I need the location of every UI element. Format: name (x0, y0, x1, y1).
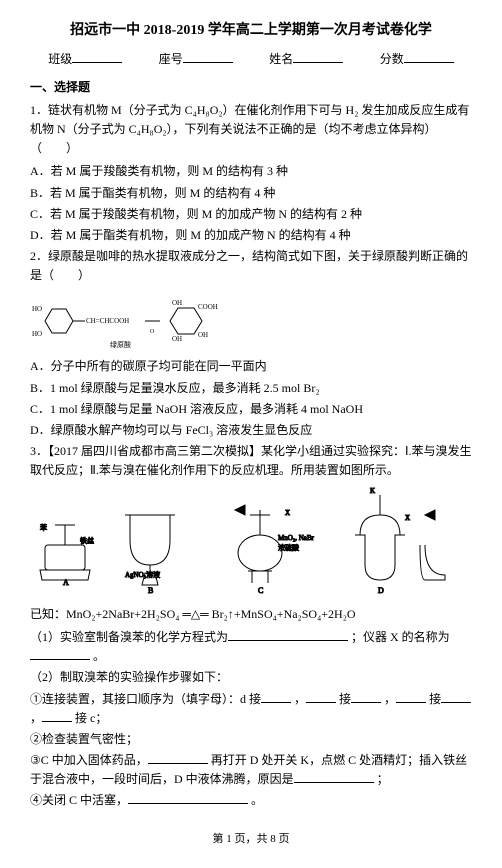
step4-blank (128, 791, 248, 804)
formula: 已知：MnO₂+2NaBr+2H₂SO₄ ═△═ Br₂↑+MnSO₄+Na₂S… (30, 605, 472, 624)
svg-text:X: X (285, 509, 290, 517)
step1-blank2 (306, 690, 336, 703)
score-blank (404, 50, 454, 63)
step3c: ； (377, 772, 389, 786)
q2-option-c: C．1 mol 绿原酸与足量 NaOH 溶液反应，最多消耗 4 mol NaOH (30, 400, 472, 419)
step1g: 接 c； (75, 711, 107, 725)
name-blank (293, 50, 343, 63)
step3: ③C 中加入固体药品， 再打开 D 处开关 K，点燃 C 处酒精灯；插入铁丝于混… (30, 751, 472, 789)
svg-text:OH: OH (172, 335, 182, 343)
q2-stem: 2．绿原酸是咖啡的热水提取液成分之一，结构简式如下图，关于绿原酸判断正确的是（ … (30, 247, 472, 285)
svg-text:OH: OH (172, 299, 182, 307)
q1-option-b: B．若 M 属于酯类有机物，则 M 的结构有 4 种 (30, 184, 472, 203)
svg-text:B: B (148, 586, 153, 595)
svg-text:HO: HO (32, 330, 42, 338)
step4: ④关闭 C 中活塞， 。 (30, 791, 472, 810)
svg-text:MnO₂, NaBr: MnO₂, NaBr (278, 534, 315, 542)
sub1b-text: ；仪器 X 的名称为 (351, 630, 450, 644)
seat-label: 座号 (159, 50, 183, 69)
sub1-text: （1）实验室制备溴苯的化学方程式为 (30, 630, 228, 644)
q2-option-d: D．绿原酸水解产物均可以与 FeCl₃ 溶液发生显色反应 (30, 421, 472, 440)
step3-blank2 (294, 770, 374, 783)
q1-option-a: A．若 M 属于羧酸类有机物，则 M 的结构有 3 种 (30, 162, 472, 181)
svg-text:K: K (370, 487, 375, 495)
svg-text:O: O (150, 329, 155, 335)
step1: ①连接装置，其接口顺序为（填字母）：d 接 ， 接 ， 接 ， 接 c； (30, 690, 472, 728)
q1-stem: 1．链状有机物 M（分子式为 C₄H₈O₂）在催化剂作用下可与 H₂ 发生加成反… (30, 101, 472, 159)
apparatus-svg: 铁丝 苯 A AgNO₃溶液 B MnO₂, NaBr 浓硫酸 C X K X … (30, 485, 470, 595)
svg-text:X: X (405, 514, 410, 522)
score-label: 分数 (380, 50, 404, 69)
q1-option-d: D．若 M 属于酯类有机物，则 M 的加成产物 N 的结构有 4 种 (30, 226, 472, 245)
step1-blank6 (42, 709, 72, 722)
svg-text:苯: 苯 (40, 523, 47, 532)
svg-text:D: D (378, 586, 384, 595)
page-title: 招远市一中 2018-2019 学年高二上学期第一次月考试卷化学 (30, 20, 472, 42)
q3-stem: 3．【2017 届四川省成都市高三第二次模拟】某化学小组通过实验探究：Ⅰ.苯与溴… (30, 442, 472, 480)
step1-blank1 (261, 690, 291, 703)
step1-blank4 (396, 690, 426, 703)
step1-blank5 (441, 690, 471, 703)
svg-text:C: C (258, 586, 263, 595)
step3a: ③C 中加入固体药品， (30, 753, 148, 767)
step1f: ， (30, 711, 42, 725)
molecule-figure: HO HO CH=CHCOOH O OH COOH OH OH 绿原酸 (30, 291, 472, 351)
sub1c-text: 。 (93, 649, 105, 663)
q1-option-c: C．若 M 属于羧酸类有机物，则 M 的加成产物 N 的结构有 2 种 (30, 205, 472, 224)
svg-text:铁丝: 铁丝 (80, 536, 94, 545)
step4b: 。 (251, 793, 263, 807)
sub1: （1）实验室制备溴苯的化学方程式为 ；仪器 X 的名称为 。 (30, 628, 472, 666)
molecule-svg: HO HO CH=CHCOOH O OH COOH OH OH 绿原酸 (30, 291, 290, 351)
name-label: 姓名 (269, 50, 293, 69)
svg-text:A: A (63, 578, 69, 587)
info-row: 班级 座号 姓名 分数 (30, 50, 472, 69)
svg-text:OH: OH (198, 331, 208, 339)
sub2: （2）制取溴苯的实验操作步骤如下： (30, 668, 472, 687)
page-footer: 第 1 页，共 8 页 (30, 831, 472, 849)
sub1-blank1 (228, 628, 348, 641)
step2: ②检查装置气密性； (30, 730, 472, 749)
step4a: ④关闭 C 中活塞， (30, 793, 128, 807)
step3-blank1 (148, 751, 208, 764)
svg-text:浓硫酸: 浓硫酸 (278, 543, 299, 552)
svg-text:COOH: COOH (198, 303, 218, 311)
svg-text:绿原酸: 绿原酸 (110, 340, 131, 349)
class-blank (72, 50, 122, 63)
step1-blank3 (351, 690, 381, 703)
section-1-title: 一、选择题 (30, 78, 472, 97)
svg-text:AgNO₃溶液: AgNO₃溶液 (125, 570, 160, 579)
q2-option-a: A．分子中所有的碳原子均可能在同一平面内 (30, 357, 472, 376)
q2-option-b: B．1 mol 绿原酸与足量溴水反应，最多消耗 2.5 mol Br₂ (30, 379, 472, 398)
sub1-blank2 (30, 647, 90, 660)
seat-blank (183, 50, 233, 63)
apparatus-figure: 铁丝 苯 A AgNO₃溶液 B MnO₂, NaBr 浓硫酸 C X K X … (30, 485, 472, 601)
svg-text:HO: HO (32, 305, 42, 313)
svg-text:CH=CHCOOH: CH=CHCOOH (86, 317, 129, 325)
class-label: 班级 (48, 50, 72, 69)
